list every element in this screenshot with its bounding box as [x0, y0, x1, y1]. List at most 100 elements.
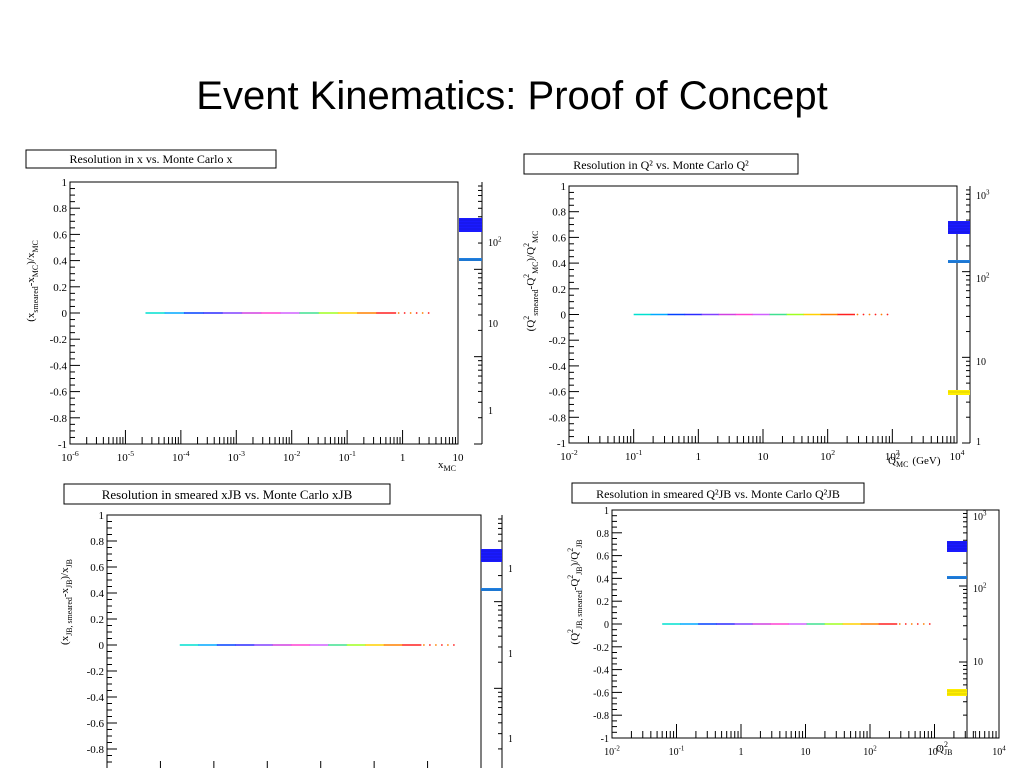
x-tick-label: 10-3	[228, 449, 246, 464]
y-tick-label: 0.2	[53, 282, 67, 294]
x-tick-label: 10-2	[283, 449, 301, 464]
palette-color-band	[481, 549, 502, 562]
y-tick-label: 0.4	[90, 588, 104, 600]
y-tick-label: -0.8	[87, 744, 105, 756]
data-point	[409, 312, 412, 314]
palette-tick-label: 103	[973, 510, 987, 524]
chart-title: Resolution in smeared xJB vs. Monte Carl…	[102, 487, 353, 502]
x-tick-label: 1	[400, 452, 406, 464]
y-tick-label: 0.2	[552, 284, 566, 296]
x-tick-label: 1	[739, 747, 744, 758]
plot-frame	[106, 514, 482, 768]
data-point	[434, 644, 437, 646]
y-tick-label: -0.4	[87, 692, 105, 704]
palette-tick-label: 1	[976, 437, 981, 448]
y-tick-label: 1	[62, 177, 68, 189]
y-tick-label: -0.2	[593, 643, 609, 654]
palette-tick-label: 1	[508, 734, 512, 745]
palette-tick-label: 103	[976, 189, 990, 203]
palette-swatch	[948, 260, 970, 263]
palette-tick-label: 1	[973, 730, 978, 741]
x-tick-label: 104	[950, 448, 965, 463]
chart-title-box: Resolution in x vs. Monte Carlo x	[25, 149, 277, 169]
y-tick-label: 0.4	[53, 256, 67, 268]
x-axis-label: Q2 MC (GeV)	[888, 452, 941, 469]
chart-title: Resolution in smeared Q²JB vs. Monte Car…	[596, 487, 840, 501]
x-tick-label: 10	[801, 747, 811, 758]
y-tick-label: -1	[557, 438, 566, 450]
y-tick-label: 0.8	[552, 207, 566, 219]
x-tick-label: 102	[820, 448, 835, 463]
palette-tick-label: 10	[973, 657, 983, 668]
y-tick-label: -0.4	[593, 666, 609, 677]
palette-swatch	[947, 576, 967, 579]
x-tick-label: 10-5	[117, 449, 135, 464]
data-point	[422, 644, 425, 646]
y-axis-label: (xsmeared-xMC)/xMC	[25, 240, 40, 322]
x-tick-label: 103	[885, 448, 900, 463]
palette-swatch	[947, 689, 967, 696]
y-tick-label: -1	[601, 734, 609, 745]
x-axis-label: xMC	[438, 459, 456, 473]
y-tick-label: -0.4	[549, 361, 567, 373]
palette-color-band	[459, 218, 482, 232]
data-point	[397, 312, 400, 314]
slide-title: Event Kinematics: Proof of Concept	[196, 74, 828, 118]
y-tick-label: -0.8	[593, 711, 609, 722]
y-tick-label: -0.6	[87, 718, 105, 730]
y-tick-label: 0.4	[552, 258, 566, 270]
palette-swatch	[948, 390, 970, 395]
data-band	[633, 313, 889, 316]
data-band	[179, 644, 455, 646]
palette-tick-label: 102	[976, 272, 990, 286]
palette-color-band	[947, 576, 967, 579]
x-tick-label: 10-4	[172, 449, 190, 464]
x-tick-label: 10-6	[61, 449, 79, 464]
palette-color-band	[481, 588, 502, 591]
y-tick-label: -0.6	[549, 387, 567, 399]
y-tick-label: -0.8	[549, 412, 567, 424]
data-point	[928, 623, 931, 625]
palette-tick-label: 102	[508, 562, 512, 576]
palette-color-band	[459, 258, 482, 261]
x-tick-label: 10-1	[625, 448, 643, 463]
palette-swatch	[481, 588, 502, 591]
palette-tick-label: 10	[508, 649, 512, 660]
y-tick-label: 0.8	[90, 536, 104, 548]
y-axis-label: (xJB, smeared-xJB)/xJB	[59, 559, 74, 645]
x-tick-label: 10	[453, 452, 465, 464]
y-tick-label: 0	[604, 620, 609, 631]
x-axis-label: Q2 JB	[936, 740, 952, 757]
data-point	[904, 623, 907, 625]
x-tick-label: 104	[992, 745, 1006, 759]
x-tick-label: 10-1	[669, 745, 685, 759]
y-tick-label: 0	[62, 308, 68, 320]
data-point	[452, 644, 455, 646]
y-tick-label: 0	[561, 310, 567, 322]
y-tick-label: -0.8	[50, 413, 68, 425]
y-tick-label: 0.2	[90, 614, 104, 626]
y-tick-label: -1	[58, 439, 67, 451]
data-point	[898, 623, 901, 625]
x-tick-label: 102	[863, 745, 877, 759]
data-point	[421, 312, 424, 314]
y-tick-label: -0.2	[50, 334, 67, 346]
data-band	[145, 312, 430, 314]
chart-title: Resolution in x vs. Monte Carlo x	[70, 152, 233, 166]
palette-color-band	[947, 541, 967, 552]
data-point	[916, 623, 919, 625]
y-tick-label: 0.8	[597, 529, 610, 540]
x-tick-label: 10-1	[338, 449, 356, 464]
title-frame	[571, 482, 865, 504]
resolution-q2jb-chart: Resolution in smeared Q²JB vs. Monte Car…	[566, 482, 1006, 759]
data-point	[856, 313, 859, 316]
palette-swatch	[947, 541, 967, 552]
data-point	[415, 312, 418, 314]
palette-tick-label: 10	[488, 319, 498, 330]
chart-title-box: Resolution in smeared Q²JB vs. Monte Car…	[571, 482, 865, 504]
y-tick-label: 0.6	[53, 229, 67, 241]
y-tick-label: -0.2	[549, 335, 566, 347]
data-point	[910, 623, 913, 625]
data-point	[428, 644, 431, 646]
y-tick-label: -0.6	[593, 688, 609, 699]
